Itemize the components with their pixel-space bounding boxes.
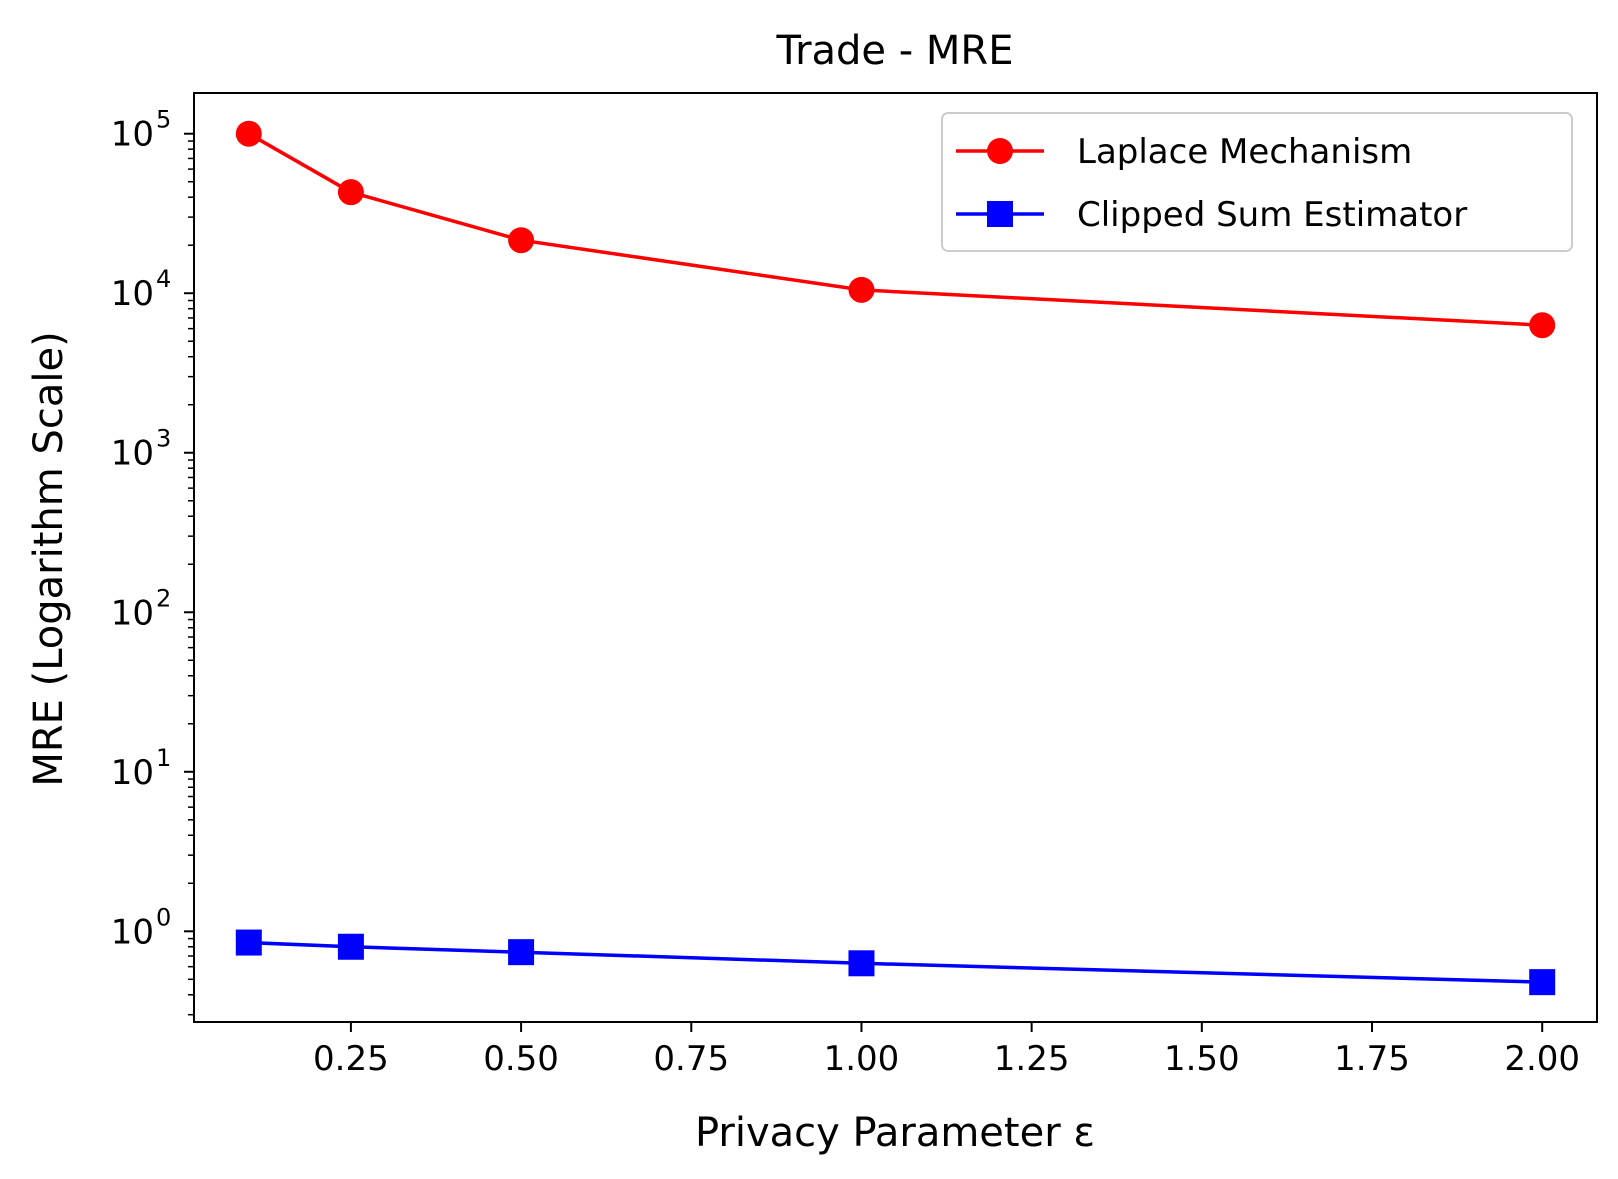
y-tick-label-exponent: 4 [156, 265, 171, 293]
y-tick-label-exponent: 1 [156, 744, 171, 772]
legend-item: Laplace Mechanism [956, 132, 1412, 172]
y-tick-label: 10 [111, 274, 154, 314]
data-point [1529, 312, 1556, 339]
x-tick-label: 1.25 [994, 1039, 1070, 1079]
legend: Laplace Mechanism Clipped Sum Estimator [941, 112, 1573, 252]
y-tick-label: 10 [111, 434, 154, 474]
y-tick-label: 10 [111, 593, 154, 633]
data-point [508, 227, 535, 254]
series-line [248, 940, 1543, 984]
x-tick-label: 0.50 [483, 1039, 559, 1079]
plot-frame [193, 92, 1598, 1023]
y-tick-label: 10 [111, 115, 154, 155]
legend-item: Clipped Sum Estimator [956, 195, 1467, 235]
y-tick-label-exponent: 0 [156, 903, 171, 931]
legend-box [941, 112, 1573, 252]
legend-label: Laplace Mechanism [1077, 132, 1412, 172]
legend-marker [987, 138, 1013, 164]
data-point [235, 929, 262, 956]
x-tick-label: 1.00 [824, 1039, 900, 1079]
y-tick-label-exponent: 3 [156, 425, 171, 453]
x-axis-label: Privacy Parameter ε [695, 1110, 1095, 1156]
y-tick-label: 10 [111, 753, 154, 793]
data-point [848, 950, 875, 977]
data-point [337, 179, 364, 206]
series-laplace-mechanism [235, 120, 1556, 339]
data-point [337, 933, 364, 960]
x-tick-label: 1.50 [1164, 1039, 1240, 1079]
y-tick-label-exponent: 5 [156, 106, 171, 134]
x-tick-label: 0.25 [313, 1039, 389, 1079]
chart-title: Trade - MRE [776, 28, 1014, 74]
data-point [508, 939, 535, 966]
y-axis-label: MRE (Logarithm Scale) [26, 331, 72, 786]
data-point [235, 120, 262, 147]
x-tick-label: 2.00 [1504, 1039, 1580, 1079]
y-tick-label: 10 [111, 912, 154, 952]
legend-label: Clipped Sum Estimator [1077, 195, 1467, 235]
series-clipped-sum-estimator [235, 929, 1556, 996]
data-point [1529, 969, 1556, 996]
series-layer [235, 120, 1556, 996]
data-point [848, 276, 875, 303]
legend-marker [987, 201, 1013, 227]
x-tick-label: 0.75 [653, 1039, 729, 1079]
x-tick-label: 1.75 [1334, 1039, 1410, 1079]
y-tick-label-exponent: 2 [156, 584, 171, 612]
